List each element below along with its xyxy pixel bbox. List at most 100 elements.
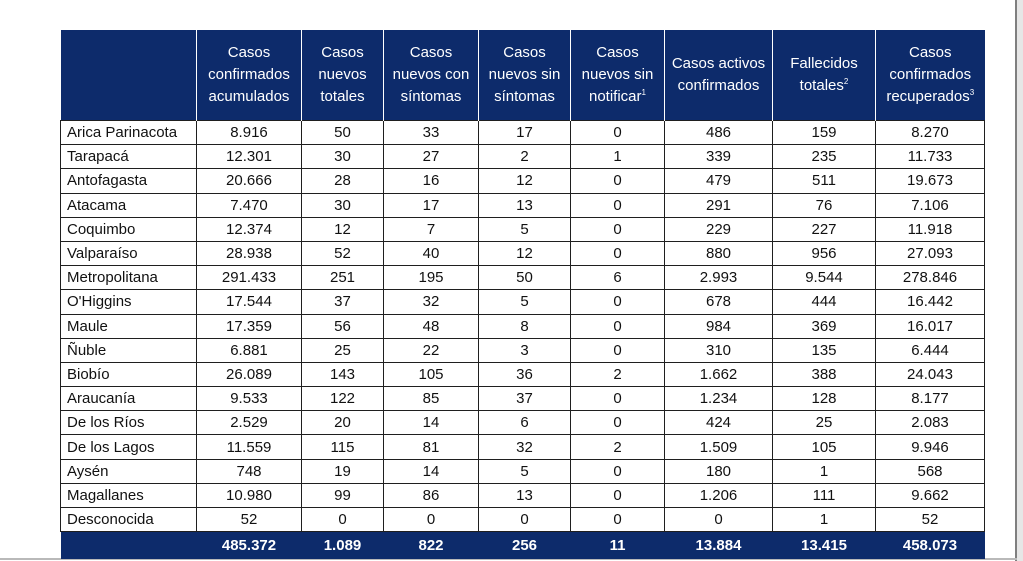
table-cell: 115 [301,434,384,460]
table-cell: 17.544 [196,289,302,315]
table-cell: 19.673 [875,168,985,194]
table-row: Aysén 748 19 14 5 0 180 1 568 [60,458,985,484]
table-row: Metropolitana 291.433 251 195 50 6 2.993 9.544 2… [60,265,985,291]
footnote-marker: 1 [641,88,646,97]
table-cell: 17.359 [196,313,302,339]
region-name-cell: O'Higgins [60,289,197,315]
table-cell: 424 [664,410,773,436]
table-row: Maule 17.359 56 48 8 0 984 369 16.017 [60,313,985,339]
region-name-cell: Arica Parinacota [60,119,197,146]
region-name-cell: Desconocida [60,506,197,533]
table-cell: 86 [383,482,479,509]
region-name-cell: Metropolitana [60,265,197,291]
table-cell: 0 [478,506,571,533]
region-name-cell: Tarapacá [60,144,197,170]
region-name-cell: De los Ríos [60,410,197,436]
total-cell: 256 [478,531,571,560]
table-cell: 24.043 [875,361,985,388]
table-cell: 486 [664,119,773,146]
total-cell: 485.372 [196,531,302,560]
table-row: Valparaíso 28.938 52 40 12 0 880 956 27.093 [60,240,985,267]
table-cell: 195 [383,265,479,291]
table-cell: 13 [478,192,571,218]
table-cell: 13 [478,482,571,509]
totals-row: 485.372 1.089 822 256 11 13.884 13.415 458.073 [60,531,985,560]
table-cell: 56 [301,313,384,339]
table-cell: 30 [301,144,384,170]
table-cell: 8.270 [875,119,985,146]
table-cell: 1.662 [664,361,773,388]
table-row: De los Ríos 2.529 20 14 6 0 424 25 2.083 [60,410,985,436]
table-cell: 1 [772,458,876,484]
table-row: Araucanía 9.533 122 85 37 0 1.234 128 8.177 [60,386,985,412]
region-name-cell: Magallanes [60,482,197,509]
table-cell: 5 [478,289,571,315]
table-cell: 5 [478,458,571,484]
table-cell: 6.881 [196,337,302,363]
table-row: Biobío 26.089 143 105 36 2 1.662 388 24.043 [60,361,985,388]
table-cell: 12 [478,168,571,194]
table-cell: 0 [570,410,665,436]
table-cell: 479 [664,168,773,194]
table-cell: 17 [478,119,571,146]
table-cell: 52 [875,506,985,533]
table-row: De los Lagos 11.559 115 81 32 2 1.509 105 9.946 [60,434,985,460]
table-cell: 12.301 [196,144,302,170]
region-name-cell: Antofagasta [60,168,197,194]
column-header: Casos nuevos sin síntomas [478,30,571,121]
table-cell: 14 [383,410,479,436]
table-cell: 8 [478,313,571,339]
table-cell: 105 [772,434,876,460]
totals-label-cell [60,531,197,560]
table-cell: 50 [301,119,384,146]
table-cell: 2 [570,434,665,460]
table-cell: 11.733 [875,144,985,170]
table-cell: 235 [772,144,876,170]
column-header: Casos confirmados recuperados3 [875,30,985,121]
table-cell: 12.374 [196,216,302,242]
table-row: Tarapacá 12.301 30 27 2 1 339 235 11.733 [60,144,985,170]
table-cell: 25 [301,337,384,363]
table-cell: 0 [570,506,665,533]
region-name-cell: Aysén [60,458,197,484]
table-cell: 678 [664,289,773,315]
table-cell: 0 [664,506,773,533]
table-cell: 0 [570,313,665,339]
table-cell: 52 [301,240,384,267]
table-cell: 32 [478,434,571,460]
table-cell: 81 [383,434,479,460]
table-cell: 6 [478,410,571,436]
table-cell: 0 [383,506,479,533]
table-cell: 6.444 [875,337,985,363]
table-cell: 12 [301,216,384,242]
table-cell: 278.846 [875,265,985,291]
table-cell: 3 [478,337,571,363]
region-name-cell: Coquimbo [60,216,197,242]
region-name-cell: Maule [60,313,197,339]
covid-cases-table: Casos confirmados acumulados Casos nuevos… [60,30,985,560]
column-header: Casos confirmados acumulados [196,30,302,121]
region-name-cell: De los Lagos [60,434,197,460]
table-cell: 1.234 [664,386,773,412]
table-cell: 9.662 [875,482,985,509]
header-region-cell [60,30,197,121]
table-cell: 37 [301,289,384,315]
region-name-cell: Valparaíso [60,240,197,267]
table-cell: 111 [772,482,876,509]
table-cell: 25 [772,410,876,436]
table-cell: 984 [664,313,773,339]
footnote-marker: 3 [969,88,975,97]
table-body: Arica Parinacota 8.916 50 33 17 0 486 159 8.270 T… [60,119,985,533]
table-cell: 251 [301,265,384,291]
table-cell: 27 [383,144,479,170]
table-cell: 76 [772,192,876,218]
table-cell: 0 [570,386,665,412]
table-cell: 1.206 [664,482,773,509]
table-cell: 5 [478,216,571,242]
table-cell: 40 [383,240,479,267]
region-name-cell: Biobío [60,361,197,388]
table-cell: 33 [383,119,479,146]
column-header: Casos nuevos con síntomas [383,30,479,121]
table-cell: 880 [664,240,773,267]
table-cell: 159 [772,119,876,146]
